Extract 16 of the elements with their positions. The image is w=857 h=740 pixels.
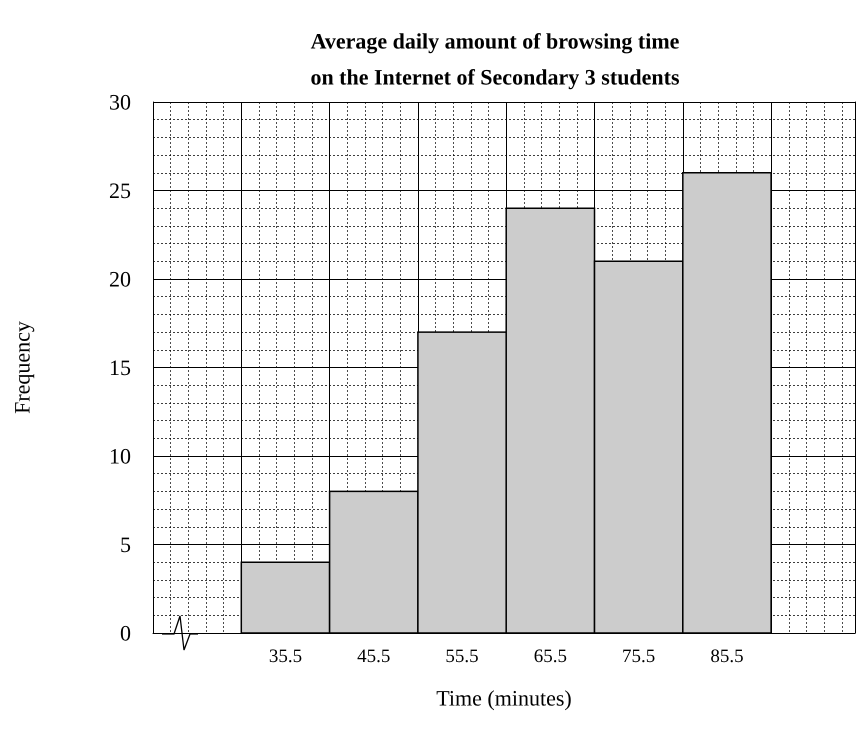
y-tick-label: 25 bbox=[109, 178, 131, 203]
y-tick-label: 10 bbox=[109, 444, 131, 468]
y-tick-label: 0 bbox=[120, 620, 131, 646]
y-tick-label: 20 bbox=[109, 266, 131, 292]
x-tick-label: 55.5 bbox=[445, 646, 479, 667]
x-axis-title: Time (minutes) bbox=[436, 686, 572, 710]
y-axis-title: Frequency bbox=[10, 321, 34, 414]
y-tick-label: 30 bbox=[109, 90, 131, 114]
y-tick-label: 15 bbox=[109, 355, 131, 380]
x-tick-label: 65.5 bbox=[534, 646, 567, 667]
chart-title: Average daily amount of browsing time on the Internet of Secondary 3 students bbox=[310, 28, 680, 90]
x-tick-label: 85.5 bbox=[710, 646, 744, 667]
x-tick-label: 35.5 bbox=[268, 646, 302, 667]
y-tick-label: 5 bbox=[120, 532, 131, 557]
x-tick-label: 75.5 bbox=[622, 646, 656, 667]
x-tick-label: 45.5 bbox=[357, 646, 390, 667]
